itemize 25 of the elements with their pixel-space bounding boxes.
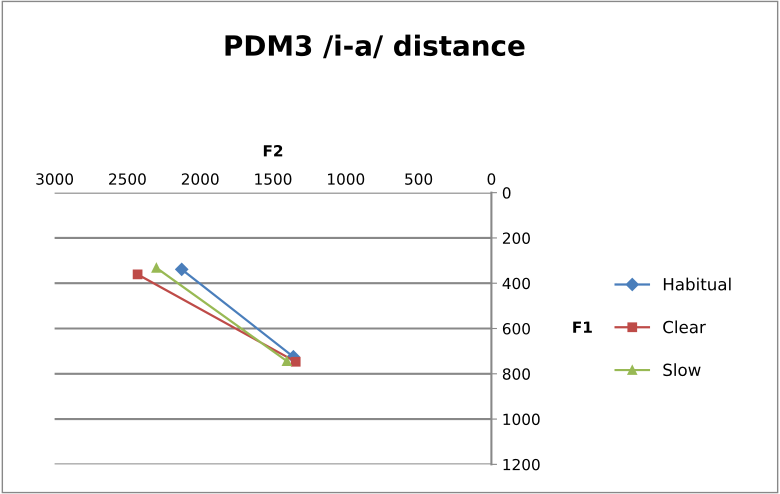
point [282,356,292,366]
y-tick-label: 600 [502,322,530,335]
y-tick-label: 200 [502,232,530,244]
x-tick-label: 2000 [182,173,219,185]
y-tick-label: 1200 [503,458,540,470]
x-tick-label: 2500 [109,173,146,185]
x-axis-title: F2 [264,145,282,156]
chart-title: PDM3 /i-a/ distance [226,34,524,58]
legend-label: Clear [663,320,706,334]
point [175,262,188,276]
point [152,262,162,273]
y-tick-label: 800 [502,368,530,380]
x-tick-label: 0 [488,173,496,185]
y-tick-label: 400 [502,278,530,290]
x-tick-label: 3000 [36,173,74,185]
point [290,356,301,367]
x-tick-label: 500 [405,173,432,185]
y-tick-label: 1000 [503,414,540,426]
x-tick-label: 1500 [255,173,292,185]
y-tick-label: 0 [502,187,511,199]
y-axis-title: F1 [573,322,592,333]
x-tick-label: 1000 [328,173,364,185]
legend-label: Habitual [664,278,731,291]
legend-label: Slow [663,363,701,376]
point [132,270,142,280]
